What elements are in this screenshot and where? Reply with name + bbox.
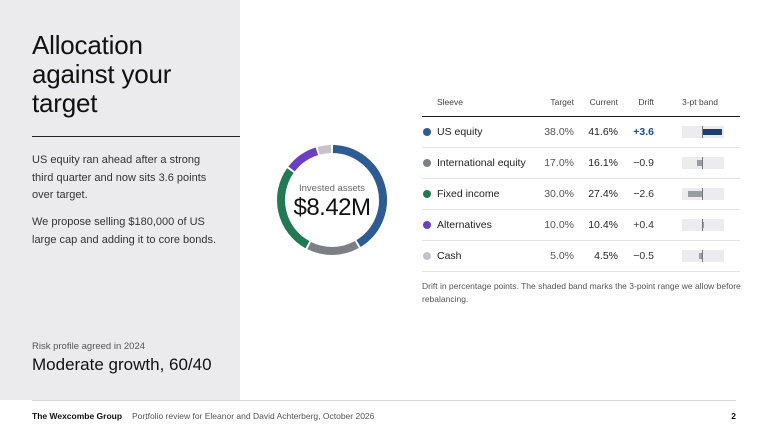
risk-profile-value: Moderate growth, 60/40 [32, 355, 212, 374]
target-value: 10.0% [544, 219, 574, 231]
title-line: against your [32, 59, 172, 89]
donut-total: $8.42M [293, 194, 371, 221]
band-center-line [702, 126, 703, 138]
header-current: Current [589, 97, 618, 107]
series-dot [423, 252, 431, 260]
table-header: Sleeve Target Current Drift 3-pt band [422, 92, 740, 117]
drift-bar [687, 191, 702, 197]
header-target: Target [550, 97, 574, 107]
drift-band [682, 126, 724, 138]
drift-band [682, 250, 724, 262]
current-value: 16.1% [588, 157, 618, 169]
footer-caption: Portfolio review for Eleanor and David A… [132, 411, 375, 421]
donut-chart [277, 145, 387, 255]
allocation-table: Sleeve Target Current Drift 3-pt band US… [422, 92, 740, 272]
summary-panel: Allocation against your target US equity… [0, 0, 240, 400]
band-center-line [702, 188, 703, 200]
sleeve-name: US equity [437, 126, 483, 138]
drift-band [682, 188, 724, 200]
sleeve-name: International equity [437, 157, 526, 169]
donut-segment [307, 240, 359, 255]
drift-band [682, 157, 724, 169]
allocation-donut: Invested assets $8.42M [272, 140, 392, 260]
drift-value: −0.9 [633, 157, 654, 169]
table-row: International equity 17.0% 16.1% −0.9 [422, 148, 740, 179]
sleeve-name: Cash [437, 250, 462, 262]
current-value: 4.5% [594, 250, 618, 262]
header-band: 3-pt band [682, 97, 718, 107]
donut-segment [288, 147, 319, 172]
donut-segment [277, 168, 310, 249]
series-dot [423, 159, 431, 167]
page-number: 2 [731, 411, 736, 421]
band-center-line [702, 157, 703, 169]
page-title: Allocation against your target [32, 31, 171, 118]
drift-value: −2.6 [633, 188, 654, 200]
drift-band [682, 219, 724, 231]
lead-paragraph: We propose selling $180,000 of US large … [32, 216, 217, 246]
drift-bar [699, 253, 702, 259]
drift-bar [697, 160, 702, 166]
title-line: Allocation [32, 30, 143, 60]
donut-caption: Invested assets [298, 183, 365, 194]
risk-profile-label: Risk profile agreed in 2024 [32, 341, 146, 352]
target-value: 5.0% [550, 250, 574, 262]
lead-paragraph: US equity ran ahead after a strong third… [32, 154, 207, 201]
donut-segment [317, 145, 332, 155]
target-value: 38.0% [544, 126, 574, 138]
table-row: US equity 38.0% 41.6% +3.6 [422, 117, 740, 148]
sleeve-name: Alternatives [437, 219, 492, 231]
drift-value: −0.5 [633, 250, 654, 262]
header-drift: Drift [638, 97, 654, 107]
band-center-line [702, 219, 703, 231]
header-sleeve: Sleeve [437, 97, 463, 107]
sleeve-name: Fixed income [437, 188, 500, 200]
series-dot [423, 128, 431, 136]
current-value: 10.4% [588, 219, 618, 231]
table-row: Fixed income 30.0% 27.4% −2.6 [422, 179, 740, 210]
title-divider [32, 136, 240, 137]
brand-name: The Wexcombe Group [32, 411, 123, 421]
title-line: target [32, 88, 98, 118]
footer-divider [32, 400, 736, 401]
series-dot [423, 221, 431, 229]
drift-value: +0.4 [633, 219, 654, 231]
drift-value: +3.6 [633, 126, 654, 138]
table-row: Alternatives 10.0% 10.4% +0.4 [422, 210, 740, 241]
target-value: 30.0% [544, 188, 574, 200]
current-value: 41.6% [588, 126, 618, 138]
table-footnote: Drift in percentage points. The shaded b… [422, 281, 741, 304]
drift-bar [702, 129, 722, 135]
table-body: US equity 38.0% 41.6% +3.6 International… [422, 117, 740, 272]
current-value: 27.4% [588, 188, 618, 200]
donut-segment [332, 145, 387, 247]
table-row: Cash 5.0% 4.5% −0.5 [422, 241, 740, 272]
target-value: 17.0% [544, 157, 574, 169]
drift-bar [702, 222, 705, 228]
series-dot [423, 190, 431, 198]
band-center-line [702, 250, 703, 262]
